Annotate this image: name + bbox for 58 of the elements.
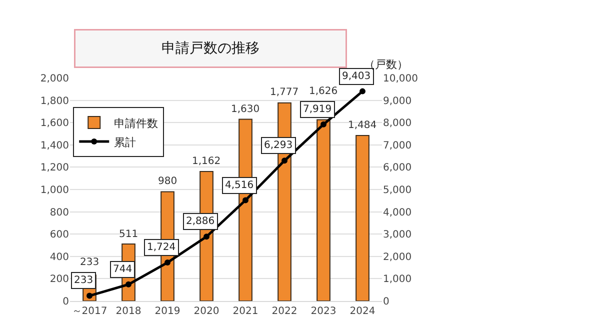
point [86,292,92,299]
y-tick-label: 1,800 [40,96,69,107]
y2-tick-label: 4,000 [383,207,412,218]
data-label: 980 [158,176,178,187]
y2-tick-label: 2,000 [383,252,412,263]
point [320,121,326,128]
data-label: 1,162 [192,156,221,167]
y2-tick-label: 5,000 [383,185,412,196]
data-label: 6,293 [264,140,293,151]
y2-tick-label: 3,000 [383,230,412,241]
data-label: 1,630 [231,104,260,115]
data-label: 511 [119,229,138,240]
point [164,260,170,266]
data-label: 1,484 [348,120,377,131]
y2-tick-label: 1,000 [383,274,412,286]
x-tick-label: 2023 [310,306,336,317]
y-tick-label: 600 [50,230,69,241]
y2-tick-label: 8,000 [383,118,412,130]
legend-label: 累計 [114,136,136,149]
bar [356,135,370,301]
y-tick-label: 2,000 [40,74,69,84]
chart-title: 申請戸数の推移 [162,40,260,56]
y2-tick-label: 6,000 [383,162,412,174]
point [282,158,288,164]
data-label: 233 [80,257,100,268]
y2-tick-label: 10,000 [383,74,418,84]
data-label: 2,886 [186,216,215,227]
y-tick-label: 0 [62,296,69,308]
x-tick-label: 2022 [272,306,298,317]
data-label: 1,777 [270,87,299,98]
y-tick-label: 400 [50,252,69,263]
x-tick-label: 2020 [194,306,220,317]
y-tick-label: 800 [50,207,69,218]
x-tick-label: ～2017 [72,306,108,317]
data-label: 744 [113,264,132,275]
data-label: 7,919 [303,104,332,115]
y-tick-label: 1,600 [40,118,69,130]
data-label: 1,724 [147,242,176,253]
point [242,197,248,204]
y-tick-label: 1,400 [40,140,69,152]
y-tick-label: 1,000 [40,185,69,196]
x-tick-label: 2024 [350,306,376,317]
data-label: 9,403 [342,71,371,82]
point [204,234,210,240]
x-tick-label: 2021 [232,306,258,317]
y2-tick-label: 0 [383,296,390,308]
data-label: 1,626 [309,86,338,97]
y2-tick-label: 9,000 [383,96,412,107]
x-tick-label: 2018 [116,306,142,317]
point [360,88,366,94]
legend-label: 申請件数 [114,116,158,130]
x-tick-label: 2019 [154,306,180,317]
data-label: 233 [74,275,94,286]
point [126,281,132,288]
y-tick-label: 200 [50,274,69,286]
y-tick-label: 1,200 [40,162,69,174]
y2-tick-label: 7,000 [383,140,412,152]
data-label: 4,516 [225,180,254,191]
